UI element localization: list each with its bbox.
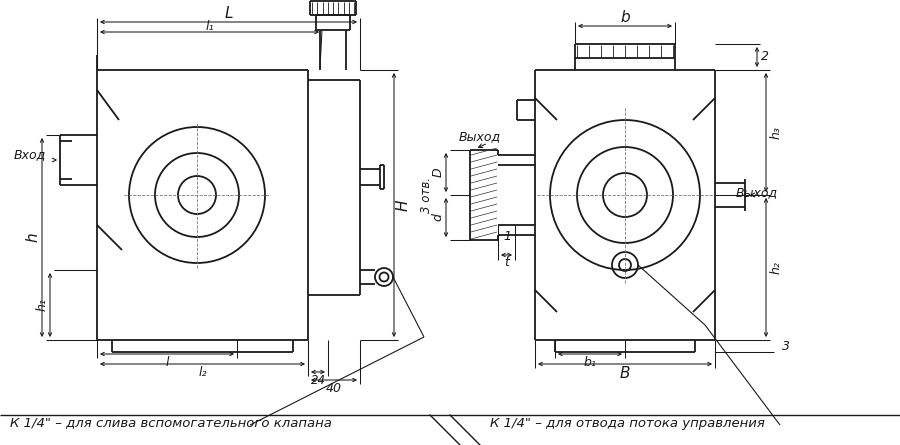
Text: h₁: h₁ [35, 299, 49, 312]
Text: B: B [620, 365, 630, 380]
Text: К 1/4" – для слива вспомогательного клапана: К 1/4" – для слива вспомогательного клап… [10, 417, 332, 429]
Text: l₁: l₁ [205, 20, 214, 32]
Text: Вход: Вход [14, 149, 46, 162]
Text: b: b [620, 11, 630, 25]
Text: d: d [431, 214, 445, 222]
Text: l₂: l₂ [198, 367, 207, 380]
Text: 24: 24 [310, 373, 326, 387]
Text: t: t [504, 255, 508, 268]
Text: Выход: Выход [736, 186, 778, 199]
Text: 3 отв.: 3 отв. [419, 177, 433, 213]
Text: h₂: h₂ [770, 261, 782, 274]
Text: К 1/4" – для отвода потока управления: К 1/4" – для отвода потока управления [490, 417, 765, 429]
Text: H: H [395, 199, 410, 211]
Text: 1: 1 [503, 231, 511, 243]
Text: L: L [224, 7, 233, 21]
Text: 2: 2 [761, 50, 769, 64]
Text: h: h [25, 233, 40, 243]
Text: l: l [166, 356, 169, 368]
Text: D: D [431, 168, 445, 177]
Text: 3: 3 [782, 340, 790, 352]
Text: Выход: Выход [459, 130, 501, 143]
Text: 40: 40 [326, 383, 342, 396]
Text: b₁: b₁ [583, 356, 597, 368]
Text: h₃: h₃ [770, 126, 782, 139]
